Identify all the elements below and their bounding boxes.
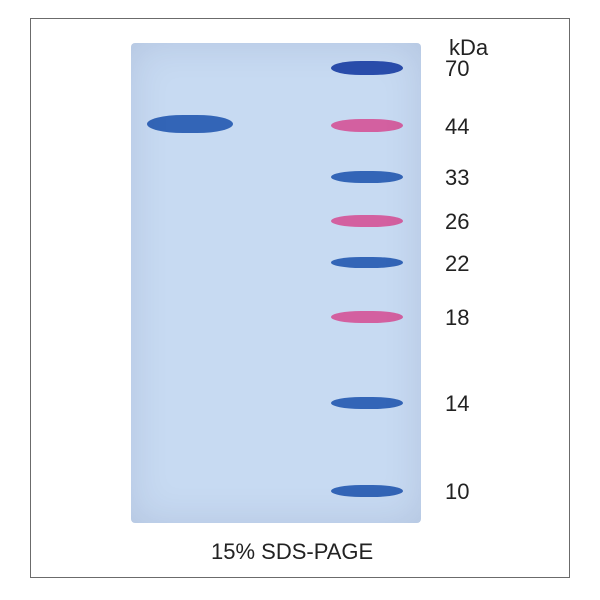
marker-band bbox=[331, 215, 403, 227]
marker-label: 18 bbox=[445, 305, 469, 331]
figure-frame: kDa 7044332622181410 15% SDS-PAGE bbox=[30, 18, 570, 578]
marker-band bbox=[331, 397, 403, 409]
marker-band bbox=[331, 257, 403, 268]
marker-lane bbox=[331, 43, 403, 523]
sample-lane bbox=[147, 43, 233, 523]
gel-area bbox=[131, 43, 421, 523]
marker-label: 14 bbox=[445, 391, 469, 417]
marker-label: 10 bbox=[445, 479, 469, 505]
marker-band bbox=[331, 311, 403, 323]
caption: 15% SDS-PAGE bbox=[211, 539, 373, 565]
marker-band bbox=[331, 61, 403, 75]
marker-label: 33 bbox=[445, 165, 469, 191]
marker-label: 44 bbox=[445, 114, 469, 140]
marker-label: 22 bbox=[445, 251, 469, 277]
sample-band bbox=[147, 115, 233, 133]
marker-band bbox=[331, 119, 403, 132]
marker-label: 70 bbox=[445, 56, 469, 82]
marker-band bbox=[331, 171, 403, 183]
marker-band bbox=[331, 485, 403, 497]
marker-label: 26 bbox=[445, 209, 469, 235]
